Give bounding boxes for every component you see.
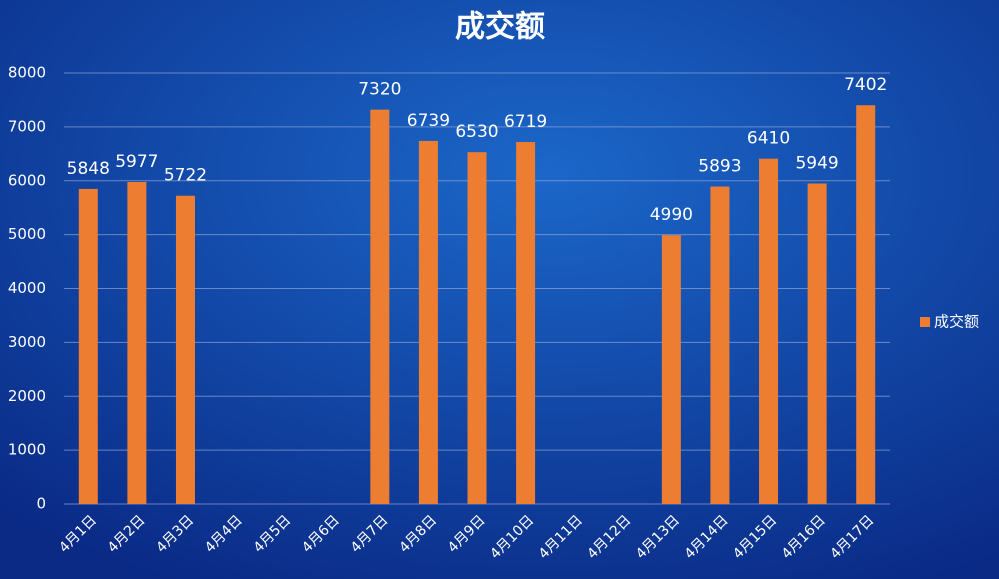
chart-title: 成交额 (455, 10, 545, 45)
data-label: 6530 (455, 122, 498, 142)
y-tick-label: 4000 (8, 279, 46, 297)
bar (516, 142, 536, 505)
data-label: 7402 (844, 75, 887, 95)
bar (78, 188, 98, 504)
bar (127, 181, 147, 504)
y-tick-label: 1000 (8, 441, 46, 459)
data-label: 5977 (115, 152, 158, 172)
data-label: 5893 (698, 157, 741, 177)
data-label: 6719 (504, 112, 547, 132)
y-tick-label: 2000 (8, 387, 46, 405)
data-label: 5949 (795, 153, 838, 173)
bar (418, 140, 438, 504)
bar (807, 183, 827, 504)
y-tick-label: 3000 (8, 333, 46, 351)
legend-label: 成交额 (934, 313, 979, 331)
bar (175, 195, 195, 505)
data-label: 5848 (67, 159, 110, 179)
data-label: 5722 (164, 166, 207, 186)
data-label: 7320 (358, 80, 401, 100)
bar (370, 109, 390, 504)
legend-swatch (920, 317, 930, 327)
bar (710, 186, 730, 504)
data-label: 6739 (407, 111, 450, 131)
bar (467, 152, 487, 505)
y-tick-label: 7000 (8, 117, 46, 135)
y-tick-label: 6000 (8, 171, 46, 189)
y-tick-label: 0 (36, 495, 46, 513)
y-tick-label: 8000 (8, 64, 46, 82)
bar (759, 158, 779, 504)
bar (661, 235, 681, 504)
bar (856, 105, 876, 504)
data-label: 6410 (747, 129, 790, 149)
y-tick-label: 5000 (8, 225, 46, 243)
data-label: 4990 (650, 205, 693, 225)
